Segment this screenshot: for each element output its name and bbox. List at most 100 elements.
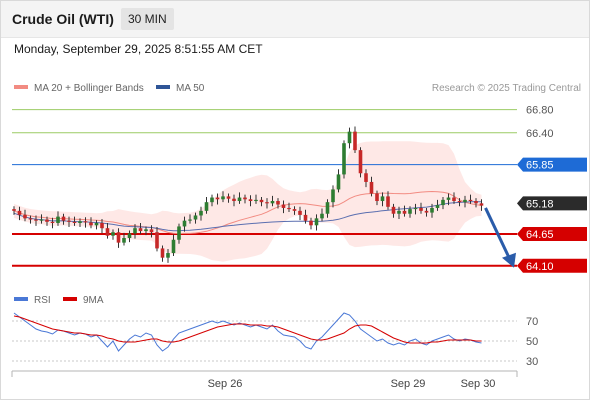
level-tag-3 xyxy=(517,196,587,211)
candle-body-7 xyxy=(50,221,55,223)
candle-body-72 xyxy=(408,209,412,214)
candle-body-31 xyxy=(182,220,187,227)
candle-body-80 xyxy=(452,197,456,202)
legend-swatch-ma50 xyxy=(156,85,170,89)
candle-body-52 xyxy=(298,210,302,215)
candle-body-79 xyxy=(446,197,451,200)
bollinger-band-fill xyxy=(14,141,482,262)
candle-body-19 xyxy=(116,232,121,243)
candle-body-54 xyxy=(309,220,313,226)
candle-body-60 xyxy=(342,143,346,175)
candle-body-34 xyxy=(199,210,203,216)
candle-body-41 xyxy=(237,197,242,202)
candle-body-17 xyxy=(105,228,110,236)
candle-body-12 xyxy=(78,221,82,223)
candle-body-14 xyxy=(89,222,93,226)
candle-body-26 xyxy=(155,232,159,249)
candle-body-82 xyxy=(463,199,467,203)
rsi-tick-0: 70 xyxy=(526,316,538,328)
candle-body-27 xyxy=(160,248,165,258)
level-tag-4 xyxy=(517,226,587,241)
candle-body-68 xyxy=(386,196,390,207)
candle-body-81 xyxy=(457,201,462,203)
level-tags: 66.80 66.40 65.85 65.18 64.65 64.10 xyxy=(517,105,587,273)
legend-swatch-9ma xyxy=(63,297,77,301)
x-tick-sep29: Sep 29 xyxy=(391,378,426,390)
candle-body-28 xyxy=(166,253,170,258)
level-tag-5 xyxy=(517,258,587,273)
candle-body-20 xyxy=(122,238,126,243)
candle-body-45 xyxy=(259,199,264,203)
candle-body-4 xyxy=(34,219,38,221)
candle-body-67 xyxy=(380,196,385,202)
candle-body-6 xyxy=(45,219,49,222)
candle-body-77 xyxy=(435,205,440,208)
candle-body-37 xyxy=(215,197,220,200)
candle-body-61 xyxy=(347,131,352,144)
timeframe-badge[interactable]: 30 MIN xyxy=(121,8,174,30)
level-tag-label-2: 65.85 xyxy=(526,160,554,172)
candle-body-24 xyxy=(144,229,148,232)
level-label-0: 66.80 xyxy=(526,105,554,117)
price-levels xyxy=(12,109,517,267)
candle-body-3 xyxy=(28,218,33,220)
candle-body-50 xyxy=(287,207,291,210)
candle-body-21 xyxy=(127,233,132,239)
level-label-1: 66.40 xyxy=(526,128,554,140)
candle-body-39 xyxy=(226,196,231,199)
candle-body-29 xyxy=(171,239,176,254)
candle-body-59 xyxy=(336,174,341,190)
candle-body-78 xyxy=(441,199,445,206)
candle-body-22 xyxy=(133,228,137,234)
candle-body-85 xyxy=(479,203,484,206)
timestamp: Monday, September 29, 2025 8:51:55 AM CE… xyxy=(14,42,263,56)
candle-body-57 xyxy=(325,202,330,214)
candle-body-18 xyxy=(111,232,115,236)
candle-body-53 xyxy=(303,214,308,221)
credit-text: Research © 2025 Trading Central xyxy=(432,83,581,94)
candle-body-40 xyxy=(232,198,236,202)
main-legend: MA 20 + Bollinger Bands MA 50 Research ©… xyxy=(14,83,581,94)
candle-body-1 xyxy=(17,210,22,215)
candle-body-32 xyxy=(188,219,192,221)
bollinger-bands xyxy=(14,141,482,262)
forecast-arrow-shaft xyxy=(484,207,513,263)
candle-body-13 xyxy=(83,221,88,223)
candle-body-42 xyxy=(243,197,247,200)
candle-body-9 xyxy=(61,216,66,221)
candle-body-66 xyxy=(375,193,379,202)
candle-body-73 xyxy=(413,207,418,210)
candle-body-49 xyxy=(281,204,286,208)
legend-swatch-ma20 xyxy=(14,85,28,89)
candle-body-25 xyxy=(149,229,154,233)
candle-body-47 xyxy=(270,201,275,204)
candle-body-23 xyxy=(138,228,143,232)
candle-body-65 xyxy=(369,181,374,194)
candle-body-2 xyxy=(23,214,27,219)
candle-body-64 xyxy=(364,173,368,182)
candle-body-11 xyxy=(72,221,77,223)
candle-body-84 xyxy=(474,201,478,204)
candle-body-55 xyxy=(314,218,319,226)
x-tick-sep26: Sep 26 xyxy=(208,378,243,390)
candle-body-62 xyxy=(353,131,357,151)
level-tag-label-4: 64.65 xyxy=(526,229,554,241)
x-tick-sep30: Sep 30 xyxy=(461,378,496,390)
candle-body-35 xyxy=(204,202,209,211)
rsi-panel: 70 50 30 xyxy=(12,312,538,368)
forecast-arrow xyxy=(484,207,516,268)
candlesticks xyxy=(12,126,484,263)
candle-body-71 xyxy=(402,210,407,214)
candle-body-15 xyxy=(94,222,99,226)
candle-body-69 xyxy=(391,206,396,214)
candle-body-83 xyxy=(468,199,473,202)
legend-ma20-label: MA 20 + Bollinger Bands xyxy=(34,83,144,94)
rsi-series-0 xyxy=(13,312,482,352)
instrument-title: Crude Oil (WTI) xyxy=(12,11,114,27)
candle-body-44 xyxy=(254,199,258,202)
rsi-tick-1: 50 xyxy=(526,336,538,348)
moving-averages xyxy=(13,190,482,235)
level-tag-2 xyxy=(517,157,587,172)
legend-rsi-label: RSI xyxy=(34,295,51,306)
